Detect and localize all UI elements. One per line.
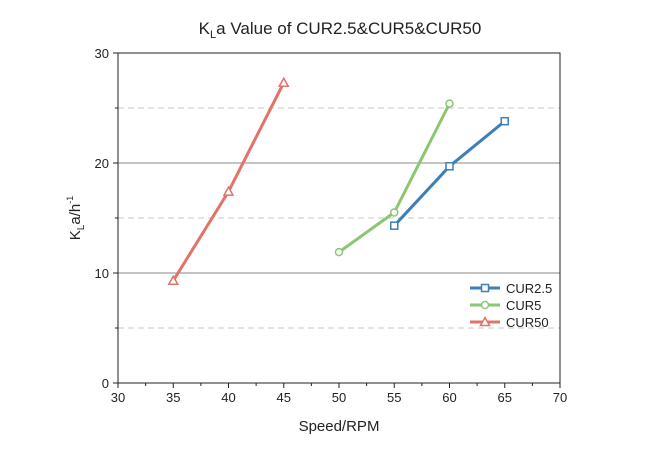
series-group (167, 76, 509, 285)
x-axis-ticks: 30 35 40 45 50 55 60 65 70 (111, 383, 567, 405)
series-cur50 (167, 76, 290, 285)
series-cur2-5 (390, 116, 509, 230)
data-point-cur2-5 (445, 162, 454, 171)
grid-lines (118, 107, 560, 329)
legend-item-cur2-5: CUR2.5 (470, 281, 552, 296)
x-axis-label: Speed/RPM (299, 418, 380, 435)
data-point-cur5 (445, 99, 454, 108)
data-point-cur5 (390, 208, 399, 217)
data-point-cur50 (222, 185, 235, 196)
x-tick-label: 35 (166, 390, 180, 405)
legend-label: CUR2.5 (506, 281, 552, 296)
data-point-cur50 (277, 76, 290, 87)
data-point-cur50 (167, 274, 180, 285)
x-tick-label: 55 (387, 390, 401, 405)
x-tick-label: 50 (332, 390, 346, 405)
chart-title-rest: a Value of CUR2.5&CUR5&CUR50 (216, 19, 481, 38)
y-axis-ticks: 0 10 20 30 (95, 46, 118, 391)
legend-marker (479, 315, 491, 327)
legend-marker (480, 300, 490, 310)
y-axis-label-superscript: -1 (65, 196, 75, 204)
series-line-cur50 (171, 82, 286, 282)
y-axis-label-subscript: L (76, 224, 87, 230)
y-tick-label: 0 (102, 376, 109, 391)
y-tick-label: 30 (95, 46, 109, 61)
x-tick-label: 30 (111, 390, 125, 405)
legend-item-cur50: CUR50 (470, 315, 549, 330)
series-cur5 (334, 99, 454, 257)
y-axis-label: KLa/h-1 (65, 196, 87, 240)
x-tick-label: 40 (221, 390, 235, 405)
data-point-cur2-5 (500, 116, 509, 126)
data-point-cur5 (334, 247, 344, 257)
legend-label: CUR5 (506, 298, 541, 313)
x-tick-label: 45 (277, 390, 291, 405)
legend-label: CUR50 (506, 315, 549, 330)
series-line-cur2-5 (393, 120, 506, 227)
data-point-cur2-5 (390, 221, 399, 230)
x-tick-label: 65 (498, 390, 512, 405)
legend-item-cur5: CUR5 (470, 298, 541, 313)
chart-title-main: K (199, 19, 211, 38)
legend-marker (480, 283, 490, 293)
y-axis-label-rest: a/h (67, 204, 84, 225)
y-tick-label: 20 (95, 156, 109, 171)
y-tick-label: 10 (95, 266, 109, 281)
x-tick-label: 70 (553, 390, 567, 405)
legend: CUR2.5 CUR5 CUR50 (470, 281, 552, 330)
chart-title-subscript: L (210, 29, 216, 41)
y-axis-label-main: K (67, 230, 84, 240)
x-tick-label: 60 (442, 390, 456, 405)
chart-title: KLa Value of CUR2.5&CUR5&CUR50 (199, 19, 482, 41)
